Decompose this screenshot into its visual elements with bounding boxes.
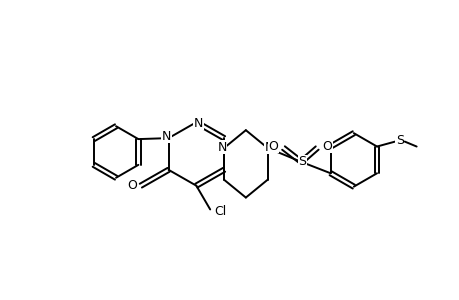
Text: O: O [127, 179, 137, 192]
Text: N: N [162, 130, 171, 142]
Text: O: O [268, 140, 278, 152]
Text: S: S [298, 155, 306, 168]
Text: Cl: Cl [213, 205, 226, 218]
Text: N: N [264, 140, 274, 154]
Text: O: O [321, 140, 331, 152]
Text: N: N [193, 117, 202, 130]
Text: S: S [395, 134, 403, 147]
Text: N: N [217, 140, 226, 154]
